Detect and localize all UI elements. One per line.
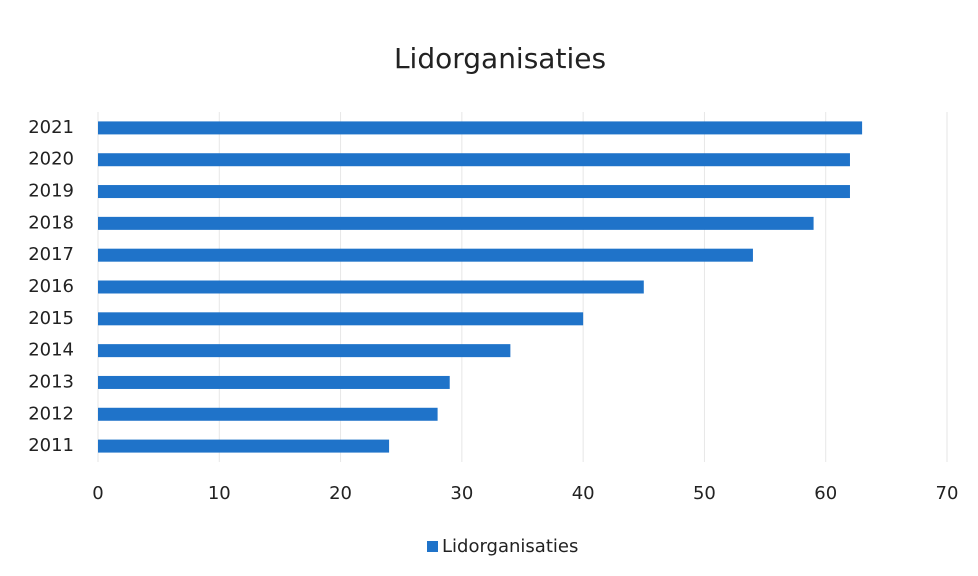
bar	[98, 185, 850, 199]
x-tick-label: 50	[693, 483, 716, 504]
x-tick-label: 10	[208, 483, 231, 504]
y-tick-label: 2018	[28, 212, 74, 233]
bar	[98, 375, 450, 389]
bar	[98, 216, 814, 230]
y-tick-label: 2016	[28, 276, 74, 297]
bar	[98, 121, 863, 135]
y-tick-label: 2011	[28, 435, 74, 456]
y-tick-label: 2013	[28, 371, 74, 392]
bar	[98, 153, 850, 167]
x-tick-label: 30	[450, 483, 473, 504]
x-tick-label: 70	[936, 483, 959, 504]
y-tick-label: 2017	[28, 244, 74, 265]
x-tick-label: 0	[92, 483, 103, 504]
x-tick-label: 20	[329, 483, 352, 504]
x-tick-label: 60	[814, 483, 837, 504]
y-tick-label: 2014	[28, 340, 74, 361]
bar	[98, 344, 511, 358]
bar	[98, 312, 584, 326]
chart-title: Lidorganisaties	[394, 42, 606, 75]
y-tick-label: 2012	[28, 403, 74, 424]
bar	[98, 439, 390, 453]
bar	[98, 407, 438, 421]
y-tick-label: 2021	[28, 117, 74, 138]
bar	[98, 280, 644, 294]
y-tick-label: 2019	[28, 181, 74, 202]
x-tick-label: 40	[572, 483, 595, 504]
y-tick-label: 2015	[28, 308, 74, 329]
bar	[98, 248, 753, 262]
legend-label: Lidorganisaties	[442, 536, 578, 557]
y-tick-label: 2020	[28, 149, 74, 170]
legend-swatch	[427, 541, 438, 552]
